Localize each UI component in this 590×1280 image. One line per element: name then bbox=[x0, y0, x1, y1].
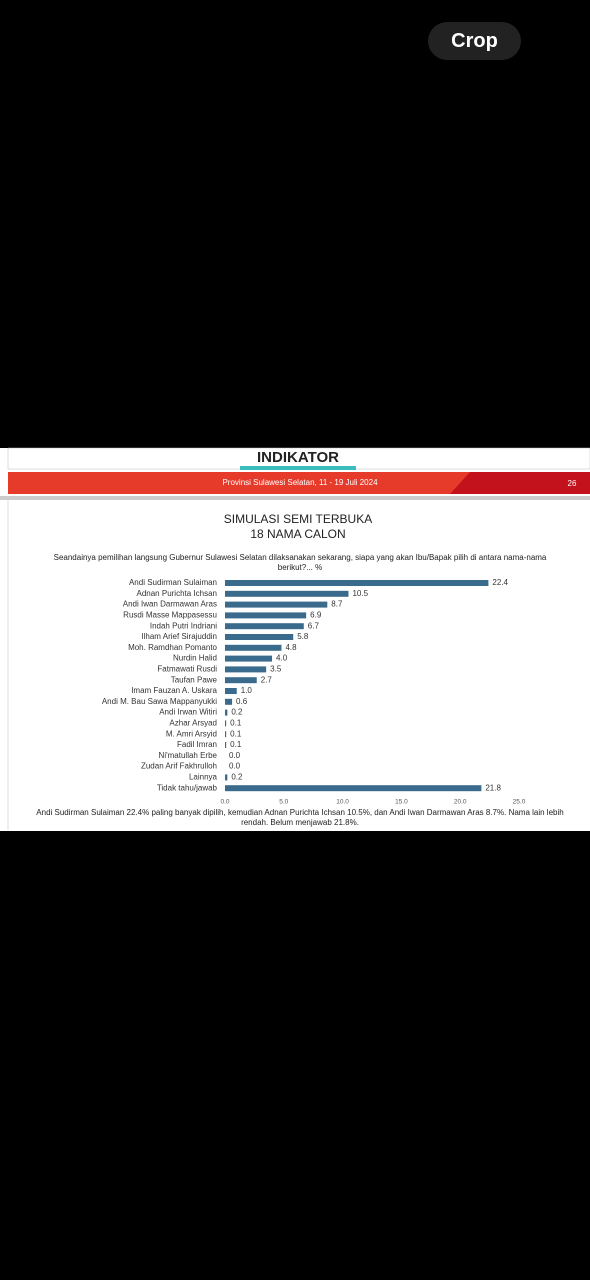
category-label: Andi Iwan Darmawan Aras bbox=[123, 600, 217, 609]
category-label: Fatmawati Rusdi bbox=[157, 665, 217, 674]
banner-accent bbox=[450, 472, 590, 494]
value-label: 0.2 bbox=[231, 708, 243, 717]
category-label: Fadil Imran bbox=[177, 740, 217, 749]
value-label: 4.8 bbox=[285, 643, 297, 652]
x-tick-label: 15.0 bbox=[395, 799, 408, 806]
bar bbox=[225, 623, 304, 630]
value-label: 1.0 bbox=[241, 686, 253, 695]
bar bbox=[225, 698, 233, 705]
value-label: 8.7 bbox=[331, 600, 343, 609]
question: Seandainya pemilihan langsung Gubernur S… bbox=[53, 553, 547, 572]
brand-logo: INDIKATOR bbox=[257, 449, 339, 466]
category-label: Imam Fauzan A. Uskara bbox=[131, 686, 217, 695]
banner-text: Provinsi Sulawesi Selatan, 11 - 19 Juli … bbox=[222, 478, 378, 487]
value-label: 0.1 bbox=[230, 729, 242, 738]
bar bbox=[225, 644, 282, 651]
bar bbox=[225, 634, 294, 640]
bar bbox=[225, 601, 328, 608]
slide-background bbox=[0, 448, 590, 831]
x-tick-label: 5.0 bbox=[279, 799, 288, 806]
value-label: 21.8 bbox=[485, 783, 501, 792]
category-label: Indah Putri Indriani bbox=[150, 621, 217, 630]
category-label: Adnan Purichta Ichsan bbox=[137, 589, 218, 598]
category-label: Andi Sudirman Sulaiman bbox=[129, 578, 217, 587]
crop-button[interactable]: Crop bbox=[428, 22, 521, 60]
logo-bar bbox=[240, 466, 356, 470]
value-label: 2.7 bbox=[261, 675, 273, 684]
category-label: Zudan Arif Fakhrulloh bbox=[141, 762, 217, 771]
bar bbox=[225, 731, 227, 738]
category-label: Nurdin Halid bbox=[173, 654, 217, 663]
bar bbox=[225, 666, 267, 673]
value-label: 4.0 bbox=[276, 654, 288, 663]
category-label: Andi Irwan Witiri bbox=[159, 708, 217, 717]
bar bbox=[225, 774, 228, 781]
bar bbox=[225, 688, 237, 694]
value-label: 10.5 bbox=[352, 589, 368, 598]
category-label: Moh. Ramdhan Pomanto bbox=[128, 643, 217, 652]
bar bbox=[225, 590, 349, 597]
bar bbox=[225, 612, 307, 619]
x-tick-label: 0.0 bbox=[220, 799, 229, 806]
value-label: 0.2 bbox=[231, 773, 243, 782]
category-label: Azhar Arsyad bbox=[169, 719, 217, 728]
x-tick-label: 25.0 bbox=[513, 799, 526, 806]
value-label: 3.5 bbox=[270, 665, 282, 674]
category-label: Ni'matullah Erbe bbox=[159, 751, 218, 760]
value-label: 0.0 bbox=[229, 751, 241, 760]
value-label: 6.7 bbox=[308, 621, 320, 630]
x-tick-label: 20.0 bbox=[454, 799, 467, 806]
bar bbox=[225, 742, 227, 748]
category-label: Ilham Arief Sirajuddin bbox=[141, 632, 217, 641]
x-tick-label: 10.0 bbox=[336, 799, 349, 806]
value-label: 0.0 bbox=[229, 762, 241, 771]
note: Andi Sudirman Sulaiman 22.4% paling bany… bbox=[36, 808, 564, 827]
page-number: 26 bbox=[568, 479, 577, 488]
bar bbox=[225, 580, 489, 586]
separator bbox=[0, 496, 590, 500]
bar bbox=[225, 785, 482, 792]
bar bbox=[225, 709, 228, 716]
chart-subtitle: 18 NAMA CALON bbox=[250, 527, 345, 541]
bar bbox=[225, 677, 257, 684]
category-label: Rusdi Masse Mappasessu bbox=[123, 611, 217, 620]
bar bbox=[225, 655, 273, 662]
category-label: Andi M. Bau Sawa Mappanyukki bbox=[102, 697, 217, 706]
chart-title: SIMULASI SEMI TERBUKA bbox=[224, 512, 372, 526]
value-label: 6.9 bbox=[310, 611, 322, 620]
value-label: 0.6 bbox=[236, 697, 248, 706]
banner bbox=[8, 472, 590, 494]
value-label: 22.4 bbox=[492, 578, 508, 587]
category-label: M. Amri Arsyid bbox=[166, 729, 217, 738]
value-label: 5.8 bbox=[297, 632, 309, 641]
category-label: Lainnya bbox=[189, 773, 218, 782]
category-label: Taufan Pawe bbox=[171, 675, 218, 684]
category-label: Tidak tahu/jawab bbox=[157, 783, 218, 792]
value-label: 0.1 bbox=[230, 740, 242, 749]
bar bbox=[225, 720, 227, 727]
value-label: 0.1 bbox=[230, 719, 242, 728]
